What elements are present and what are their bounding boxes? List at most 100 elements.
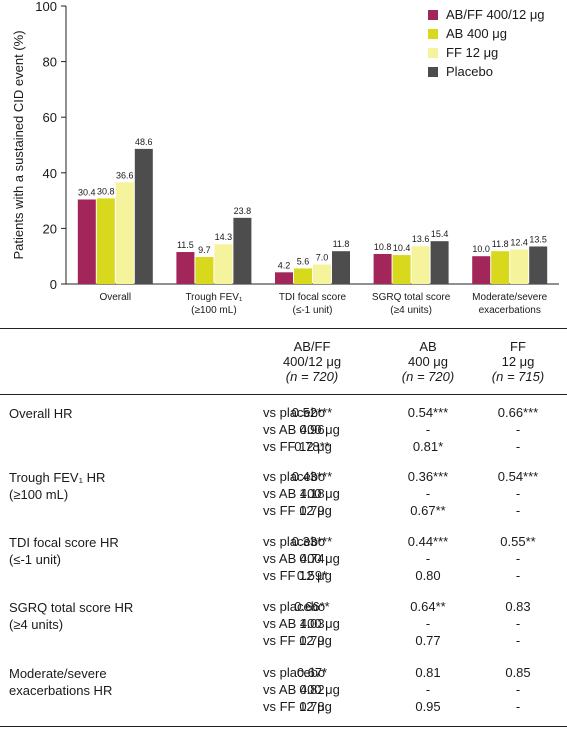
- bar: [214, 244, 233, 284]
- data-label: 12.4: [510, 238, 528, 248]
- hr-value-ab: 0.81: [415, 665, 441, 680]
- col-header-line1: FF: [510, 339, 526, 354]
- hr-value-abff: 0.96: [299, 422, 325, 437]
- col-header-line2: 400 μg: [407, 354, 449, 369]
- row-group-label: TDI focal score HR: [9, 535, 119, 550]
- legend-swatch-placebo: [428, 66, 438, 77]
- data-label: 48.6: [135, 137, 153, 147]
- y-tick-label: 20: [43, 221, 57, 236]
- table-header-rule: [0, 394, 567, 395]
- data-label: 13.5: [529, 234, 547, 244]
- data-label: 7.0: [316, 253, 329, 263]
- data-label: 23.8: [234, 206, 252, 216]
- legend-label: AB 400 μg: [446, 26, 507, 41]
- bar: [491, 251, 510, 284]
- data-label: 4.2: [278, 260, 291, 270]
- legend-item: AB/FF 400/12 μg: [428, 5, 545, 24]
- col-header-line2: 400/12 μg: [282, 354, 342, 369]
- comparison-label: vs FF 12 μg: [263, 503, 332, 518]
- col-header-n: (n = 715): [491, 369, 545, 384]
- bar: [411, 246, 430, 284]
- hr-value-ff: 0.55**: [500, 534, 536, 549]
- hr-value-ab: 0.77: [415, 633, 441, 648]
- comparison-label: vs AB 400 μg: [263, 616, 340, 631]
- table-top-rule: [0, 328, 567, 329]
- comparison-label: vs placebo: [263, 405, 326, 420]
- bar: [195, 257, 214, 284]
- hr-value-abff: 0.67*: [296, 665, 328, 680]
- hr-value-abff: 0.79: [299, 633, 325, 648]
- table-bottom-rule: [0, 726, 567, 727]
- col-header-ab: AB 400 μg (n = 720): [373, 339, 483, 384]
- bar: [392, 255, 411, 284]
- row-group-label: exacerbations HR: [9, 683, 113, 698]
- col-header-ff: FF 12 μg (n = 715): [463, 339, 567, 384]
- hr-value-ff: -: [515, 551, 521, 566]
- comparison-label: vs FF 12 μg: [263, 633, 332, 648]
- data-label: 9.7: [198, 245, 211, 255]
- bar: [294, 268, 312, 284]
- legend-swatch-ab: [428, 28, 438, 39]
- x-category-label: SGRQ total score: [372, 292, 451, 303]
- comparison-label: vs AB 400 μg: [263, 422, 340, 437]
- hr-value-abff: 0.78: [299, 699, 325, 714]
- hr-value-ff: -: [515, 633, 521, 648]
- hr-value-ff: 0.54***: [497, 469, 539, 484]
- hr-value-ff: -: [515, 699, 521, 714]
- legend-swatch-abff: [428, 9, 438, 20]
- bar: [115, 182, 134, 284]
- row-group-label: Overall HR: [9, 406, 73, 421]
- legend-item: FF 12 μg: [428, 43, 545, 62]
- y-tick-label: 40: [43, 166, 57, 181]
- hr-value-ff: -: [515, 616, 521, 631]
- comparison-label: vs FF 12 μg: [263, 568, 332, 583]
- hr-value-ab: 0.81*: [412, 439, 444, 454]
- hr-value-abff: 0.74: [299, 551, 325, 566]
- hr-value-ab: 0.54***: [407, 405, 449, 420]
- bar: [430, 241, 449, 284]
- legend-label: FF 12 μg: [446, 45, 499, 60]
- hr-value-ab: 0.36***: [407, 469, 449, 484]
- data-label: 13.6: [412, 234, 430, 244]
- row-group-label: (≥4 units): [9, 617, 64, 632]
- hr-value-ff: -: [515, 503, 521, 518]
- legend-item: AB 400 μg: [428, 24, 545, 43]
- hr-value-abff: 0.78**: [294, 439, 330, 454]
- hr-value-ab: -: [425, 682, 431, 697]
- hr-value-ab: 0.67**: [410, 503, 446, 518]
- row-group-label: (≤-1 unit): [9, 552, 61, 567]
- comparison-label: vs AB 400 μg: [263, 486, 340, 501]
- bar: [275, 272, 293, 284]
- row-group-label: Moderate/severe: [9, 666, 107, 681]
- bar: [373, 253, 392, 284]
- hr-value-ff: 0.85: [505, 665, 531, 680]
- hr-value-ab: 0.64**: [410, 599, 446, 614]
- col-header-n: (n = 720): [401, 369, 455, 384]
- hr-value-abff: 0.79: [299, 503, 325, 518]
- bar: [472, 256, 491, 284]
- bar: [134, 148, 153, 284]
- hr-value-abff: 0.33***: [291, 534, 333, 549]
- comparison-label: vs AB 400 μg: [263, 682, 340, 697]
- y-tick-label: 100: [35, 0, 57, 14]
- hr-value-abff: 0.52***: [291, 405, 333, 420]
- row-group-label: (≥100 mL): [9, 487, 69, 502]
- bar: [77, 199, 96, 284]
- comparison-label: vs placebo: [263, 599, 326, 614]
- bar: [313, 264, 331, 284]
- hr-value-abff: 1.03: [299, 616, 325, 631]
- x-category-label: (≤-1 unit): [293, 305, 333, 316]
- x-category-label: Trough FEV₁: [185, 292, 243, 303]
- x-category-label: exacerbations: [479, 305, 541, 316]
- data-label: 36.6: [116, 170, 134, 180]
- hr-value-abff: 0.59*: [296, 568, 328, 583]
- comparison-label: vs placebo: [263, 469, 326, 484]
- hr-value-ff: -: [515, 568, 521, 583]
- x-category-label: TDI focal score: [279, 292, 347, 303]
- y-tick-label: 80: [43, 55, 57, 70]
- hr-value-ab: 0.80: [415, 568, 441, 583]
- col-header-line2: 12 μg: [501, 354, 535, 369]
- comparison-label: vs FF 12 μg: [263, 699, 332, 714]
- hr-value-ab: -: [425, 486, 431, 501]
- data-label: 11.8: [492, 239, 509, 249]
